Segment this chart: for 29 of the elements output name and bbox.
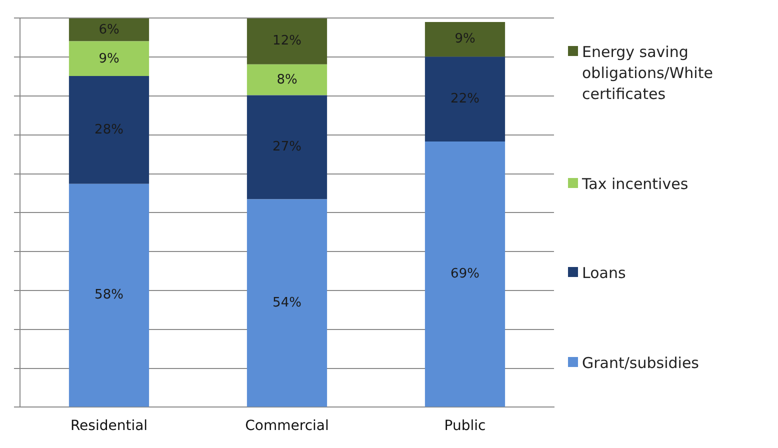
data-label: 27% bbox=[272, 140, 302, 155]
data-label: 54% bbox=[272, 295, 302, 310]
bar bbox=[68, 76, 150, 184]
legend-label: Grant/subsidies bbox=[582, 352, 699, 374]
x-tick-label: Public bbox=[444, 418, 486, 434]
data-label: 9% bbox=[454, 32, 476, 47]
bar bbox=[246, 18, 328, 64]
data-label: 6% bbox=[98, 22, 120, 38]
legend-label: Energy saving obligations/White certificates bbox=[582, 42, 714, 106]
x-tick-label: Commercial bbox=[245, 418, 329, 434]
x-tick-label: Residential bbox=[70, 418, 148, 434]
data-label: 8% bbox=[276, 72, 298, 88]
bar bbox=[424, 56, 506, 142]
data-label: 9% bbox=[98, 51, 120, 66]
bar bbox=[246, 95, 328, 200]
data-label: 69% bbox=[450, 266, 480, 282]
legend-label: Loans bbox=[582, 263, 626, 284]
bar bbox=[246, 64, 328, 96]
bar bbox=[68, 18, 150, 42]
data-label: 58% bbox=[94, 288, 124, 303]
bar bbox=[68, 184, 150, 407]
data-label: 12% bbox=[272, 34, 302, 49]
bar bbox=[424, 141, 506, 407]
bar bbox=[424, 22, 506, 57]
bar bbox=[68, 41, 150, 76]
data-label: 28% bbox=[94, 122, 124, 138]
legend-label: Tax incentives bbox=[582, 174, 688, 195]
bar bbox=[246, 199, 328, 407]
data-label: 22% bbox=[450, 92, 480, 107]
